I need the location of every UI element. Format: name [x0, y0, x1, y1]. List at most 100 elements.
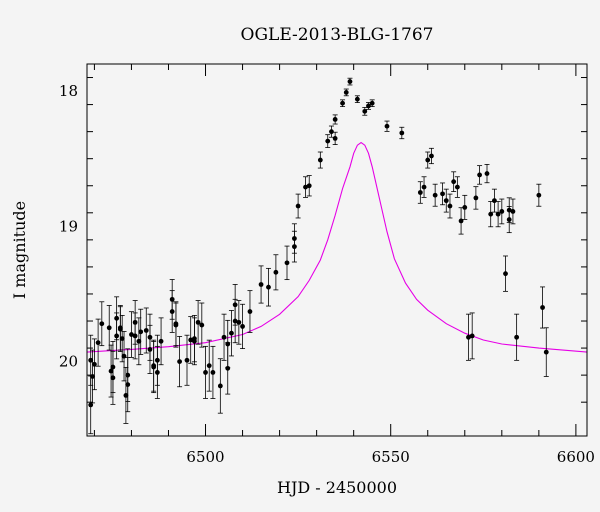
data-point — [108, 368, 114, 374]
data-point — [123, 393, 129, 398]
data-point — [158, 338, 164, 344]
data-point — [88, 402, 94, 408]
data-point — [425, 157, 431, 163]
data-point — [143, 328, 149, 333]
data-point — [240, 324, 245, 329]
data-point — [273, 269, 279, 275]
data-point — [332, 117, 338, 122]
data-point — [225, 365, 231, 371]
data-point — [440, 191, 445, 197]
data-point — [247, 309, 253, 314]
data-point — [284, 260, 290, 266]
x-tick-label: 6500 — [186, 448, 224, 466]
data-points — [88, 77, 549, 435]
data-point — [492, 198, 497, 204]
data-point — [503, 271, 508, 277]
data-point — [473, 195, 479, 201]
data-point — [399, 130, 405, 136]
tick-labels: 6500 6550 6600 18 19 20 — [59, 82, 595, 466]
y-axis-label: I magnitude — [10, 201, 29, 299]
data-point — [132, 333, 138, 339]
data-point — [295, 203, 301, 209]
data-point — [92, 361, 97, 367]
data-point — [90, 374, 95, 379]
data-point — [495, 211, 501, 217]
data-point — [466, 334, 471, 340]
data-point — [258, 282, 264, 287]
data-point — [510, 209, 516, 214]
data-point — [332, 136, 338, 141]
data-point — [173, 321, 179, 327]
data-point — [340, 100, 345, 106]
data-point — [384, 123, 390, 129]
data-point — [421, 184, 427, 190]
data-point — [443, 198, 449, 204]
data-point — [221, 334, 227, 340]
data-point — [325, 138, 331, 144]
data-point — [117, 326, 123, 332]
data-point — [462, 204, 468, 210]
data-point — [119, 336, 125, 342]
data-point — [477, 172, 482, 178]
data-point — [343, 90, 349, 95]
data-point — [147, 347, 153, 352]
data-point — [114, 315, 120, 321]
data-point — [129, 332, 134, 337]
data-point — [203, 370, 208, 375]
data-point — [329, 129, 334, 135]
data-point — [458, 218, 464, 224]
data-point — [451, 179, 457, 185]
data-point — [488, 211, 494, 217]
tick-marks — [87, 64, 587, 436]
x-axis-label: HJD - 2450000 — [277, 478, 397, 497]
data-point — [95, 340, 101, 346]
data-point — [432, 192, 438, 198]
y-tick-label: 20 — [59, 353, 78, 371]
y-tick-label: 19 — [59, 217, 78, 235]
data-point — [151, 363, 157, 369]
data-point — [236, 319, 242, 325]
data-point — [484, 171, 490, 176]
data-point — [447, 203, 453, 209]
data-point — [540, 305, 545, 310]
data-point — [317, 157, 323, 163]
data-point — [217, 383, 223, 389]
data-point — [110, 375, 116, 381]
data-point — [266, 284, 271, 290]
data-point — [354, 96, 360, 102]
data-point — [154, 370, 160, 375]
data-point — [362, 108, 368, 114]
x-tick-label: 6600 — [557, 448, 595, 466]
x-tick-label: 6550 — [372, 448, 410, 466]
data-point — [138, 329, 144, 335]
y-tick-label: 18 — [59, 82, 78, 100]
data-point — [136, 338, 142, 344]
model-curve — [86, 141, 588, 353]
plot-frame — [86, 63, 588, 437]
data-point — [99, 321, 105, 327]
model-line — [86, 141, 588, 353]
chart-title: OGLE-2013-BLG-1767 — [241, 25, 434, 45]
data-point — [232, 318, 238, 324]
data-point — [499, 209, 505, 214]
data-point — [88, 357, 94, 363]
data-point — [195, 319, 201, 325]
data-point — [169, 296, 175, 302]
data-point — [292, 244, 297, 250]
data-point — [347, 79, 353, 84]
data-point — [121, 353, 127, 359]
data-point — [184, 357, 190, 363]
data-point — [417, 190, 423, 195]
data-point — [125, 372, 131, 378]
data-point — [192, 338, 197, 344]
data-point — [210, 370, 216, 375]
data-point — [177, 359, 182, 364]
data-point — [514, 334, 520, 340]
data-point — [206, 363, 212, 369]
data-point — [454, 184, 460, 190]
data-point — [229, 330, 234, 336]
data-point — [106, 325, 112, 331]
data-point — [369, 100, 375, 106]
